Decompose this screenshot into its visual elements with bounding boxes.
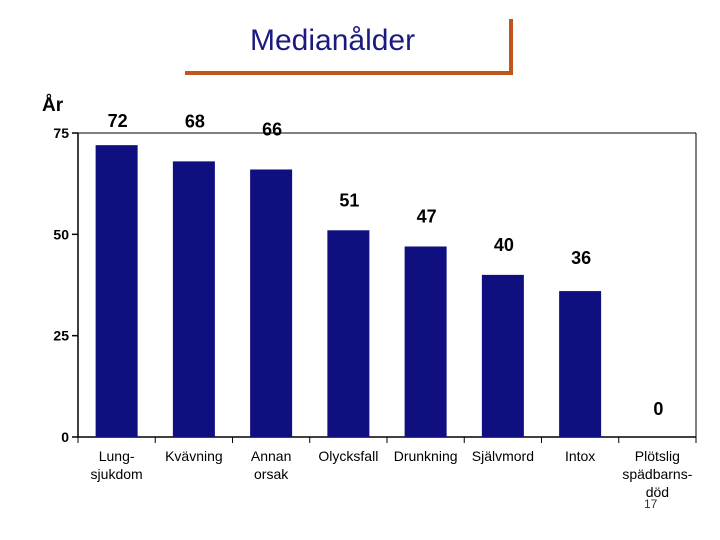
category-label: Kvävning <box>165 448 223 464</box>
category-label-line: Lung- <box>99 448 135 464</box>
bar <box>95 145 138 437</box>
y-tick-label: 0 <box>61 429 69 445</box>
category-label: Plötslig spädbarns-död <box>622 448 692 500</box>
category-label-line: Olycksfall <box>318 448 378 464</box>
title-underline <box>185 71 513 75</box>
category-label-line: död <box>646 484 669 500</box>
category-label-line: Drunkning <box>394 448 458 464</box>
chart-title: Medianålder <box>250 24 416 57</box>
page-number: 17 <box>644 497 658 511</box>
category-label: Intox <box>565 448 595 464</box>
data-label: 0 <box>653 399 663 419</box>
y-tick-label: 75 <box>53 125 69 141</box>
title-vertical-bar <box>509 19 513 75</box>
data-label: 40 <box>494 235 514 255</box>
category-label-line: orsak <box>254 466 289 482</box>
category-label: Självmord <box>472 448 534 464</box>
category-label-line: Annan <box>251 448 291 464</box>
category-label-line: Intox <box>565 448 595 464</box>
bar <box>172 161 215 437</box>
data-label: 36 <box>571 248 591 268</box>
data-label: 72 <box>108 111 128 131</box>
category-label: Lung-sjukdom <box>91 448 143 482</box>
category-label-line: spädbarns- <box>622 466 692 482</box>
data-label: 68 <box>185 111 205 131</box>
bar <box>404 246 447 437</box>
category-label-line: Självmord <box>472 448 534 464</box>
category-label-line: sjukdom <box>91 466 143 482</box>
bar <box>481 274 524 437</box>
data-label: 47 <box>417 206 437 226</box>
category-label: Annan orsak <box>251 448 291 482</box>
data-label: 51 <box>339 190 359 210</box>
bar <box>559 291 602 437</box>
category-label: Drunkning <box>394 448 458 464</box>
y-tick-label: 25 <box>53 328 69 344</box>
category-label-line: Plötslig <box>635 448 680 464</box>
category-label-line: Kvävning <box>165 448 223 464</box>
bar <box>327 230 370 437</box>
bar <box>250 169 293 438</box>
category-label: Olycksfall <box>318 448 378 464</box>
data-label: 66 <box>262 119 282 139</box>
y-axis-label: År <box>42 95 64 116</box>
y-tick-label: 50 <box>53 226 69 242</box>
